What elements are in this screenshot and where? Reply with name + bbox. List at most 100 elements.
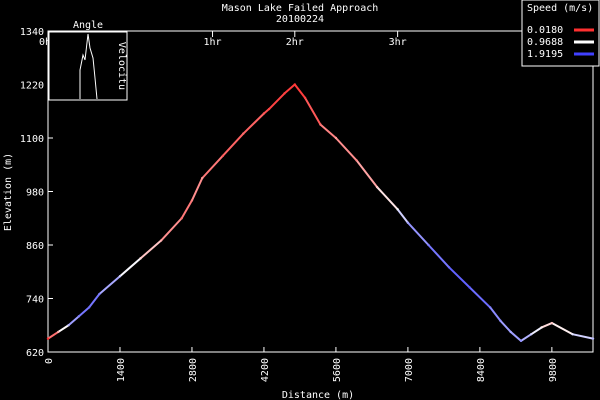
profile-point [242,132,245,135]
profile-segment [283,83,296,95]
profile-point [319,123,322,126]
legend-title: Speed (m/s) [527,3,593,14]
profile-segment [334,137,358,162]
profile-point [190,199,194,202]
x-tick-label: 0 [44,358,55,364]
profile-point [139,257,142,260]
profile-segment [88,293,101,309]
profile-point [118,275,122,278]
profile-segment [221,132,245,157]
plot-border [47,30,594,353]
x-tick-label: 1400 [116,358,127,382]
profile-segment [499,319,512,333]
profile-point [571,332,574,336]
profile-point [447,266,451,269]
legend-entry-label: 1.9195 [527,49,563,60]
profile-point [283,92,286,95]
profile-point [406,221,410,224]
profile-point [303,96,307,100]
profile-point [355,159,358,162]
profile-segment [376,186,399,211]
inset-box [48,31,128,101]
y-tick-label: 1340 [20,27,44,38]
y-tick-label: 740 [26,295,44,306]
profile-segment [180,199,193,220]
profile-point [509,330,512,334]
profile-point [334,136,338,140]
profile-segment [67,315,80,327]
time-tick-label: 2hr [286,37,304,48]
profile-segment [201,154,224,180]
profile-segment [550,322,574,336]
profile-point [375,185,379,189]
profile-segment [98,275,121,296]
profile-point [67,324,70,327]
profile-segment [319,123,337,139]
inset-angle-curve [79,33,98,100]
profile-point [87,306,91,309]
x-tick-label: 7000 [404,358,415,382]
y-axis-ticks: 620 740 860 980 1100 1220 1340 [20,27,53,359]
profile-point [468,286,471,289]
profile-point [201,176,204,180]
legend-entry-label: 0.0180 [527,25,563,36]
y-tick-label: 1220 [20,81,44,92]
profile-segment [160,217,183,242]
y-tick-label: 860 [26,241,44,252]
inset-title: Angle [73,20,103,31]
profile-segment [268,92,286,111]
x-tick-label: 9800 [548,358,559,382]
profile-segment [355,159,379,189]
profile-segment [571,333,594,340]
profile-segment [293,83,307,99]
profile-segment [190,177,204,202]
profile-point [98,292,101,296]
profile-point [159,239,163,242]
plot-frame [47,30,594,353]
profile-segment [509,330,523,342]
profile-point [180,217,183,220]
profile-segment [77,306,91,318]
profile-point [591,337,595,340]
angle-inset: Angle Velocitu [48,20,128,101]
profile-point [293,83,296,86]
profile-point [221,154,225,158]
profile-point [530,332,533,336]
profile-segment [47,330,60,340]
time-ticks: 0hr 1hr 2hr 3hr [39,31,407,48]
profile-segment [304,96,322,126]
inset-side-label: Velocitu [116,42,127,90]
profile-segment [530,326,543,336]
profile-point [262,112,266,115]
profile-segment [242,112,265,135]
profile-point [488,306,492,309]
x-tick-label: 4200 [260,358,271,382]
profile-point [427,243,430,247]
profile-segment [468,286,492,309]
profile-point [396,208,399,211]
profile-segment [396,208,409,224]
profile-point [46,337,50,340]
profile-point [540,326,543,329]
x-axis-ticks: 0 1400 2800 4200 5600 7000 8400 9800 [44,347,559,382]
profile-segment [427,244,451,269]
profile-segment [540,322,553,329]
time-tick-label: 1hr [203,37,221,48]
profile-segment [406,221,430,246]
profile-point [77,315,81,318]
profile-segment [118,257,142,278]
profile-segment [520,333,533,342]
profile-segment [448,266,471,289]
y-tick-label: 980 [26,188,44,199]
profile-segment [139,239,163,260]
elevation-profile-line [46,83,595,343]
x-tick-label: 2800 [188,358,199,382]
time-tick-label: 0hr [39,37,57,48]
profile-point [267,107,271,111]
legend-entry-label: 0.9688 [527,37,563,48]
y-tick-label: 620 [26,348,44,359]
profile-segment [57,324,70,333]
chart-subtitle: 20100224 [276,14,324,25]
